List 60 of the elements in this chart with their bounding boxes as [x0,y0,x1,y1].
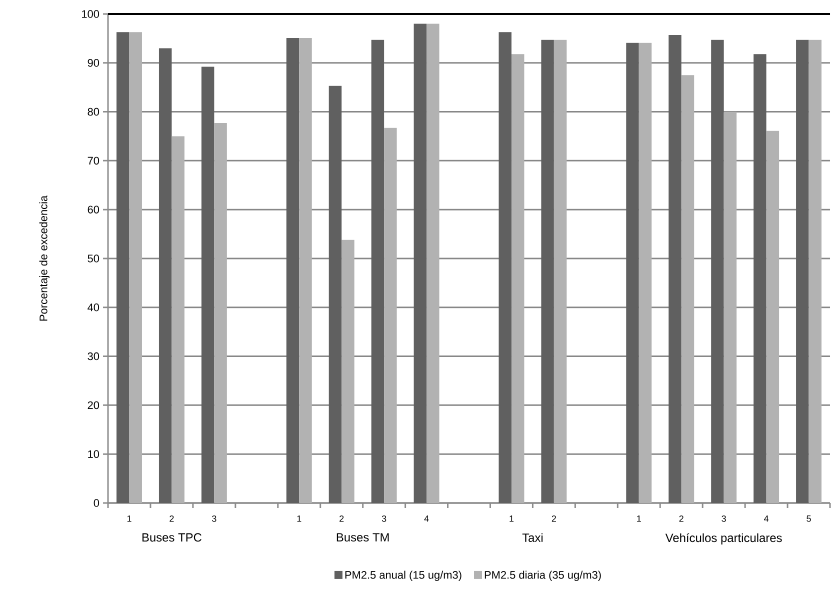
x-tick-label: 2 [170,516,174,522]
x-tick-label: 1 [510,516,514,522]
bar [808,40,822,503]
x-tick-label: 2 [679,516,684,522]
y-tick-label: 80 [88,108,100,116]
x-tick-label: 5 [806,516,811,522]
x-tick-label: 3 [382,516,386,522]
y-tick-label: 0 [94,499,100,507]
bar [214,123,227,503]
y-tick-label: 100 [82,10,100,18]
bar [371,40,384,503]
text: Taxi [522,533,543,542]
x-tick-label: 1 [127,516,132,522]
y-tick-label: 20 [88,401,100,410]
bar [754,54,766,503]
x-tick-label: 3 [722,516,726,522]
legend-label: PM2.5 diaria (35 ug/m3) [484,570,601,581]
bar [711,40,724,503]
bar [681,75,694,503]
x-tick-label: 3 [212,516,216,522]
x-tick-label: 1 [297,516,302,522]
bar [342,240,354,503]
legend-label: PM2.5 anual (15 ug/m3) [345,570,462,581]
y-tick-label: 60 [88,206,100,214]
bar [638,42,652,503]
bar [554,40,567,503]
bar [511,54,524,503]
x-tick-label: 4 [764,516,769,522]
bar [286,38,300,503]
y-tick-label: 10 [88,450,100,458]
x-tick-label: 1 [637,516,641,522]
bar [541,40,554,503]
bar [158,48,172,503]
y-tick-label: 70 [88,156,100,165]
bar [414,24,427,503]
bar [724,112,737,503]
text: Buses TPC [142,533,202,542]
bar [796,40,809,503]
y-tick-label: 50 [88,254,100,262]
bar [426,24,440,503]
bar [172,136,184,503]
bar [328,86,342,503]
bar [299,38,312,503]
y-tick-label: 40 [88,304,100,312]
text: Vehículos particulares [665,533,782,544]
bar [766,130,780,503]
text: Buses TM [336,533,389,542]
y-axis-title: Porcentaje de excedencia [39,195,50,321]
bar [116,32,130,503]
x-tick-label: 2 [340,516,344,522]
bar [201,66,214,503]
y-tick-label: 30 [88,352,100,360]
bar [668,35,682,503]
x-tick-label: 2 [552,516,556,522]
bar [129,32,142,503]
y-tick-label: 90 [88,59,100,67]
bar [626,42,639,503]
bar [498,32,512,503]
x-tick-label: 4 [424,516,429,522]
bar [384,128,397,503]
